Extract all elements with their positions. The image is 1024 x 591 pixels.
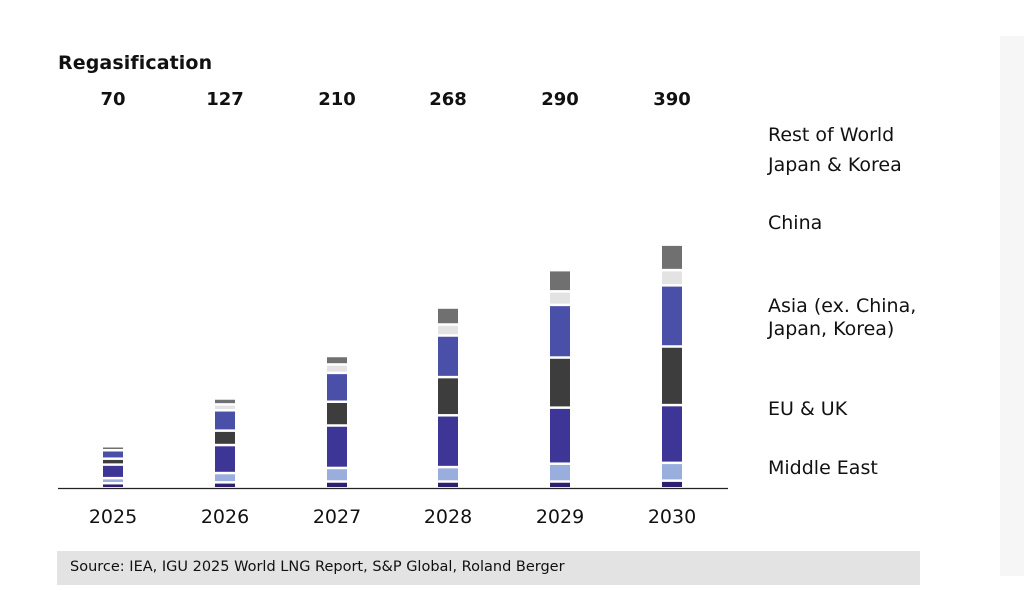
bar-segment-2028-series-1 <box>438 482 458 487</box>
bar-segment-2027-series-1 <box>327 482 347 487</box>
x-tick-label-2025: 2025 <box>89 506 137 528</box>
x-tick-label-2030: 2030 <box>648 506 696 528</box>
bar-segment-2028-series-6 <box>438 325 458 335</box>
bar-segment-2029-series-7 <box>550 271 570 291</box>
source-box: Source: IEA, IGU 2025 World LNG Report, … <box>57 551 920 585</box>
bar-segment-2030-series-5 <box>662 286 682 346</box>
bar-segment-2029-series-6 <box>550 292 570 304</box>
chart-title: Regasification <box>58 52 213 74</box>
total-label-2026: 127 <box>206 89 244 110</box>
bar-segment-2030-series-3 <box>662 406 682 462</box>
bar-segment-2030-series-4 <box>662 347 682 404</box>
x-tick-label-2027: 2027 <box>313 506 361 528</box>
bar-segment-2027-series-4 <box>327 403 347 425</box>
bar-segment-2025-series-4 <box>103 459 123 464</box>
bar-segment-2030-series-2 <box>662 464 682 480</box>
bar-segment-2026-series-5 <box>215 411 235 430</box>
bar-segment-2025-series-1 <box>103 484 123 487</box>
bar-segment-2028-series-4 <box>438 378 458 415</box>
bar-segment-2026-series-4 <box>215 431 235 444</box>
bar-segment-2026-series-1 <box>215 483 235 487</box>
total-label-2030: 390 <box>653 89 691 110</box>
bar-segment-2027-series-7 <box>327 357 347 364</box>
bar-segment-2028-series-5 <box>438 336 458 376</box>
bar-segment-2028-series-3 <box>438 416 458 466</box>
total-label-2028: 268 <box>429 89 467 110</box>
bar-segment-2025-series-7 <box>103 447 123 449</box>
bar-segment-2026-series-2 <box>215 474 235 482</box>
bar-segment-2026-series-7 <box>215 399 235 404</box>
bar-segment-2030-series-1 <box>662 481 682 487</box>
bar-segment-2029-series-2 <box>550 464 570 481</box>
bar-segment-2026-series-3 <box>215 446 235 472</box>
x-tick-label-2026: 2026 <box>201 506 249 528</box>
legend-label-asia: Asia (ex. China, Japan, Korea) <box>767 295 916 340</box>
total-label-2029: 290 <box>541 89 579 110</box>
bar-segment-2027-series-5 <box>327 374 347 401</box>
x-tick-label-2028: 2028 <box>424 506 472 528</box>
bar-segment-2030-series-6 <box>662 271 682 285</box>
bar-segment-2029-series-5 <box>550 306 570 357</box>
legend-label-eu-uk: EU & UK <box>768 398 848 420</box>
bar-segment-2029-series-1 <box>550 482 570 487</box>
bar-segment-2025-series-2 <box>103 479 123 482</box>
source-text: Source: IEA, IGU 2025 World LNG Report, … <box>70 559 565 575</box>
total-label-2027: 210 <box>318 89 356 110</box>
stacked-bar-chart: 2025 70 2026 127 2027 210 2028 268 2029 290 2030 39… <box>58 89 916 528</box>
legend-label-middle-east: Middle East <box>768 457 878 479</box>
bar-segment-2030-series-7 <box>662 245 682 269</box>
total-label-2025: 70 <box>100 89 125 110</box>
legend-label-japan-korea: Japan & Korea <box>767 154 902 176</box>
bar-segment-2029-series-4 <box>550 358 570 407</box>
bar-segment-2025-series-5 <box>103 451 123 458</box>
bar-segment-2027-series-6 <box>327 365 347 372</box>
bar-segment-2025-series-3 <box>103 465 123 477</box>
bar-segment-2027-series-2 <box>327 469 347 481</box>
page-edge-strip <box>1000 36 1024 576</box>
bar-segment-2028-series-7 <box>438 308 458 324</box>
bar-segment-2027-series-3 <box>327 426 347 467</box>
bar-segment-2028-series-2 <box>438 468 458 481</box>
bar-segment-2026-series-6 <box>215 405 235 410</box>
legend-label-china: China <box>768 212 822 234</box>
bar-segment-2029-series-3 <box>550 408 570 463</box>
legend-label-rest-of-world: Rest of World <box>768 124 894 146</box>
x-tick-label-2029: 2029 <box>536 506 584 528</box>
